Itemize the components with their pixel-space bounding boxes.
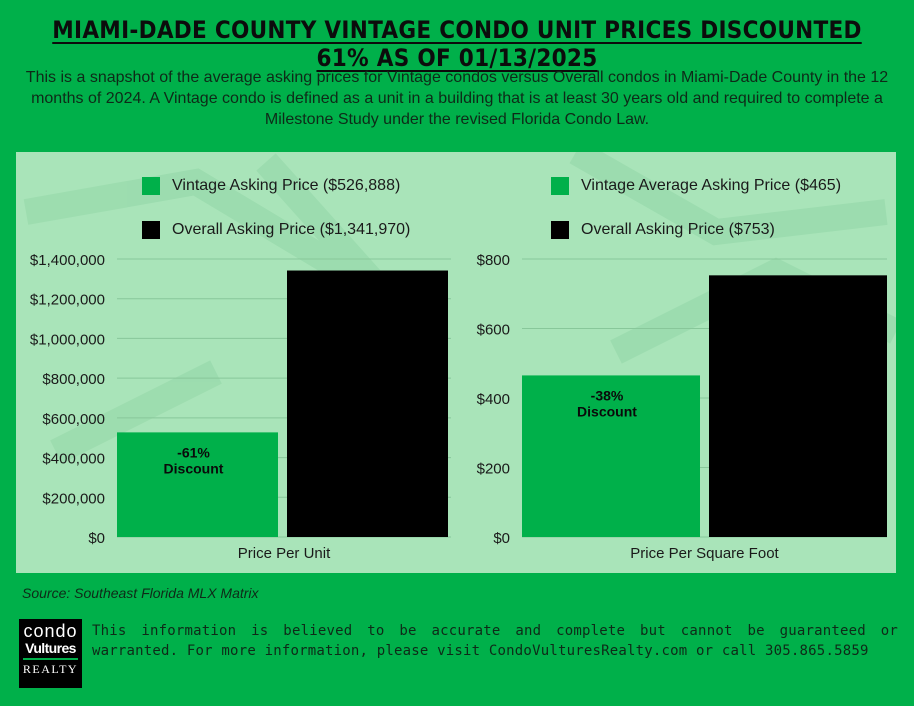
condo-vultures-logo: condo Vultures REALTY (19, 619, 82, 688)
source-note: Source: Southeast Florida MLX Matrix (22, 585, 259, 601)
legend-swatch-vintage (551, 177, 569, 195)
y-tick-label: $400,000 (42, 451, 105, 468)
y-tick-label: $0 (493, 530, 510, 547)
discount-label: -61% (177, 444, 210, 460)
y-tick-label: $800 (477, 252, 510, 269)
bar-vintage (522, 375, 700, 537)
y-tick-label: $200,000 (42, 490, 105, 507)
logo-text: condo (23, 621, 78, 641)
logo-text: Vultures (25, 640, 76, 656)
logo-divider (23, 658, 78, 660)
discount-label: Discount (577, 403, 637, 419)
legend-swatch-vintage (142, 177, 160, 195)
bar-charts: $0 $200,000 $400,000 $600,000 $800,000 $1,000… (30, 252, 887, 562)
legend-item-vintage-sqft: Vintage Average Asking Price ($465) (551, 177, 841, 195)
discount-label: -38% (591, 387, 624, 403)
page-title: MIAMI-DADE COUNTY VINTAGE CONDO UNIT PRI… (52, 16, 862, 72)
y-tick-label: $200 (477, 461, 510, 478)
bar-vintage (117, 432, 278, 537)
disclaimer-text: This information is believed to be accur… (92, 623, 898, 659)
legend-label: Overall Asking Price ($1,341,970) (172, 221, 411, 238)
legend-item-overall-sqft: Overall Asking Price ($753) (551, 221, 775, 239)
legend-item-overall-unit: Overall Asking Price ($1,341,970) (142, 221, 410, 239)
y-tick-label: $400 (477, 391, 510, 408)
legend-label: Vintage Average Asking Price ($465) (581, 177, 842, 194)
legend-label: Vintage Asking Price ($526,888) (172, 177, 401, 194)
y-tick-label: $600,000 (42, 411, 105, 428)
page-subtitle: This is a snapshot of the average asking… (25, 69, 889, 128)
y-tick-label: $1,000,000 (30, 331, 105, 348)
discount-label: Discount (164, 460, 224, 476)
y-tick-label: $1,200,000 (30, 292, 105, 309)
legend-label: Overall Asking Price ($753) (581, 221, 775, 238)
y-tick-label: $1,400,000 (30, 252, 105, 269)
chart-panel: Vintage Asking Price ($526,888) Overall … (16, 152, 896, 573)
y-tick-label: $800,000 (42, 371, 105, 388)
x-category-label: Price Per Unit (238, 545, 331, 562)
y-tick-label: $0 (88, 530, 105, 547)
y-tick-label: $600 (477, 322, 510, 339)
bar-overall (709, 275, 887, 537)
legend-swatch-overall (551, 221, 569, 239)
x-category-label: Price Per Square Foot (630, 545, 779, 562)
legend-item-vintage-unit: Vintage Asking Price ($526,888) (142, 177, 400, 195)
bar-overall (287, 270, 448, 537)
logo-text: REALTY (22, 662, 79, 676)
legend-swatch-overall (142, 221, 160, 239)
